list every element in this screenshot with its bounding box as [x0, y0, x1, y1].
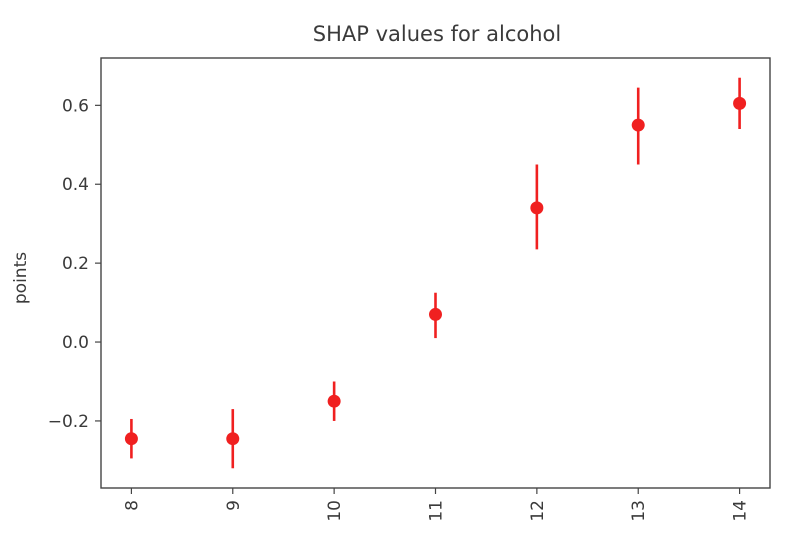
data-point — [327, 394, 341, 408]
data-point — [530, 201, 544, 215]
data-point — [124, 432, 138, 446]
y-tick-label: −0.2 — [48, 412, 89, 432]
x-tick-label: 9 — [224, 500, 244, 511]
x-tick-label: 8 — [122, 500, 142, 511]
x-tick-label: 10 — [325, 500, 345, 522]
data-point — [733, 96, 747, 110]
x-tick-label: 13 — [629, 500, 649, 522]
y-tick-label: 0.2 — [62, 254, 89, 274]
data-point — [429, 307, 442, 321]
y-tick-label: 0.4 — [62, 175, 89, 195]
plot-frame — [100, 57, 771, 489]
x-tick-label: 14 — [731, 500, 751, 522]
plot-area: −0.2 0.0 0.2 0.4 0.6 8 9 10 11 12 13 14 — [48, 77, 751, 522]
data-point — [631, 118, 645, 132]
y-tick-label: 0.0 — [62, 333, 89, 353]
data-point — [226, 432, 240, 446]
y-tick-label: 0.6 — [62, 96, 89, 116]
x-tick-label: 11 — [427, 500, 447, 522]
x-tick-label: 12 — [528, 500, 548, 522]
y-axis-label: points — [11, 252, 31, 304]
chart-title: SHAP values for alcohol — [313, 22, 561, 46]
